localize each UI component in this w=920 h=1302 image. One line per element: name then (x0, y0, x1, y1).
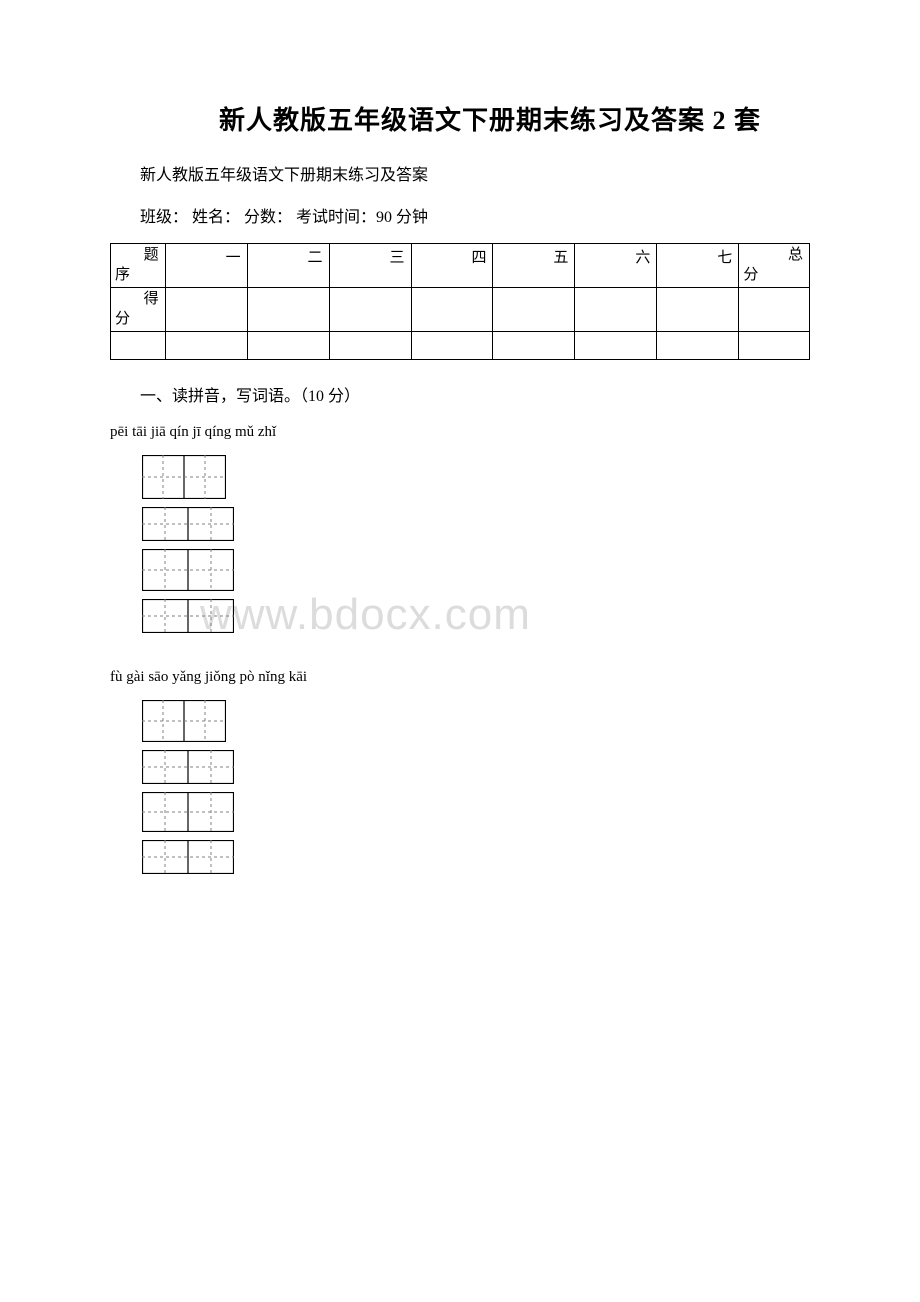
header-cell: 四 (411, 244, 493, 288)
tianzige-box (142, 549, 234, 591)
header-cell: 一 (165, 244, 247, 288)
score-cell (165, 288, 247, 332)
empty-cell (739, 332, 810, 360)
pinyin-line-2: fù gài sāo yǎng jiǒng pò nǐng kāi (110, 669, 810, 686)
header-cell: 五 (493, 244, 575, 288)
score-cell (657, 288, 739, 332)
tianzige-box (142, 750, 234, 784)
score-cell (411, 288, 493, 332)
pinyin-line-1: pēi tāi jiā qín jī qíng mǔ zhǐ (110, 424, 810, 441)
empty-cell (111, 332, 166, 360)
score-cell (493, 288, 575, 332)
tianzige-box (142, 507, 234, 541)
header-cell-total: 总 分 (739, 244, 810, 288)
empty-cell (493, 332, 575, 360)
section-heading: 一、读拼音，写词语。（10 分） (140, 382, 810, 406)
page-title: 新人教版五年级语文下册期末练习及答案 2 套 (170, 100, 810, 137)
header-cell: 六 (575, 244, 657, 288)
empty-cell (411, 332, 493, 360)
empty-cell (575, 332, 657, 360)
cell-text: 题 (115, 246, 161, 266)
table-row (111, 332, 810, 360)
subtitle: 新人教版五年级语文下册期末练习及答案 (140, 161, 810, 185)
score-table: 题 序 一 二 三 四 五 六 七 总 分 得 分 (110, 243, 810, 360)
table-row: 题 序 一 二 三 四 五 六 七 总 分 (111, 244, 810, 288)
score-cell (329, 288, 411, 332)
tianzige-box (142, 792, 234, 832)
cell-text: 总 (743, 246, 805, 266)
cell-text: 分 (743, 266, 805, 286)
cell-text: 得 (115, 290, 161, 310)
score-cell (739, 288, 810, 332)
header-cell: 二 (247, 244, 329, 288)
tianzige-box (142, 840, 234, 874)
cell-text: 序 (115, 266, 161, 286)
cell-text: 分 (115, 310, 161, 330)
document-content: 新人教版五年级语文下册期末练习及答案 2 套 新人教版五年级语文下册期末练习及答… (110, 100, 810, 882)
tianzige-box (142, 599, 234, 633)
header-cell: 七 (657, 244, 739, 288)
tianzige-box (142, 455, 226, 499)
tianzige-group-2 (110, 700, 810, 882)
empty-cell (247, 332, 329, 360)
tianzige-box (142, 700, 226, 742)
header-cell-label: 题 序 (111, 244, 166, 288)
empty-cell (165, 332, 247, 360)
table-row: 得 分 (111, 288, 810, 332)
empty-cell (329, 332, 411, 360)
header-cell: 三 (329, 244, 411, 288)
info-line: 班级： 姓名： 分数： 考试时间：90 分钟 (140, 203, 810, 227)
tianzige-group-1 (110, 455, 810, 641)
empty-cell (657, 332, 739, 360)
score-cell (247, 288, 329, 332)
score-cell (575, 288, 657, 332)
score-cell-label: 得 分 (111, 288, 166, 332)
